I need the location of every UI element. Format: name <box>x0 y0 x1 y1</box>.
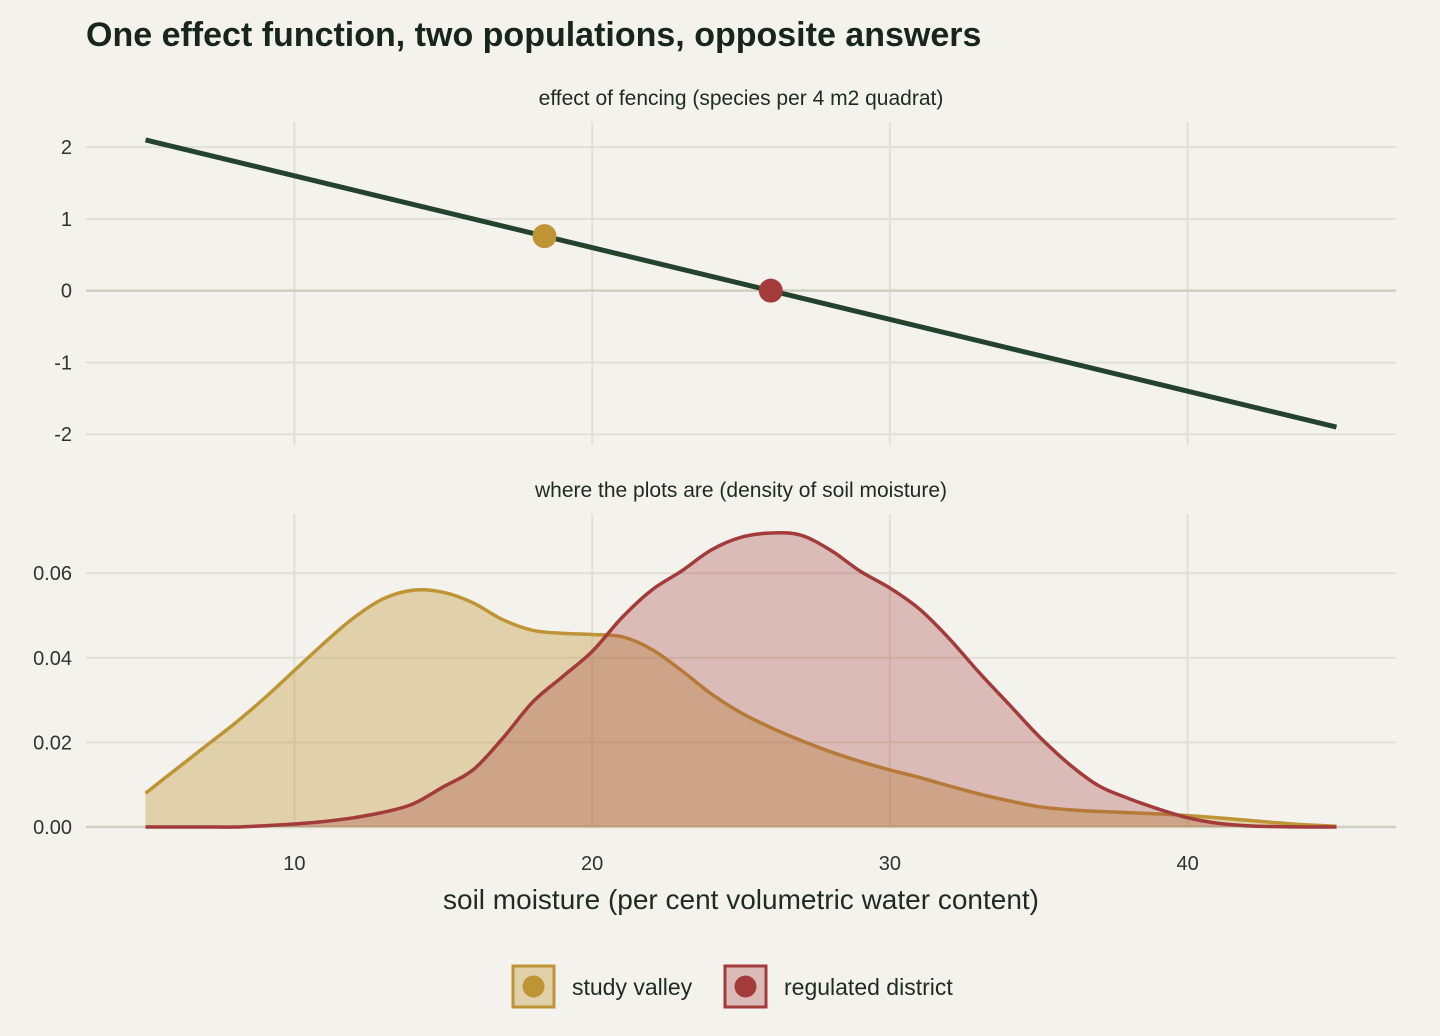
effect-panel: effect of fencing (species per 4 m2 quad… <box>54 87 1396 446</box>
legend-item-study-valley: study valley <box>511 964 693 1009</box>
x-axis-label: soil moisture (per cent volumetric water… <box>443 884 1039 915</box>
x-tick-label: 10 <box>283 853 305 875</box>
density-y-tick-label: 0.02 <box>33 732 72 754</box>
density-y-tick-label: 0.04 <box>33 648 72 670</box>
x-tick-label: 30 <box>879 853 901 875</box>
x-axis-ticks: 10 20 30 40 <box>283 853 1198 875</box>
effect-panel-marks <box>144 137 1338 430</box>
density-y-tick-label: 0.06 <box>33 563 72 585</box>
effect-panel-y-ticks: 2 1 0 -1 -2 <box>54 137 72 446</box>
x-tick-label: 40 <box>1176 853 1198 875</box>
density-curve-regulated-district <box>145 531 1337 829</box>
effect-y-tick-label: -2 <box>54 424 72 446</box>
legend-item-regulated-district: regulated district <box>723 964 953 1009</box>
effect-panel-title: effect of fencing (species per 4 m2 quad… <box>539 87 944 110</box>
density-curve-study-valley <box>144 587 1337 828</box>
density-panel-grid <box>86 514 1396 829</box>
legend-label-study-valley: study valley <box>572 974 693 1000</box>
density-panel: where the plots are (density of soil moi… <box>33 479 1396 839</box>
density-area-study-valley <box>145 589 1337 827</box>
effect-line <box>144 137 1338 430</box>
effect-y-tick-label: 1 <box>61 209 72 231</box>
chart-title: One effect function, two populations, op… <box>86 16 981 54</box>
density-panel-y-ticks: 0.00 0.02 0.04 0.06 <box>33 563 72 839</box>
density-panel-marks <box>144 531 1337 829</box>
effect-point-regulated-district <box>758 278 783 303</box>
density-area-regulated-district <box>145 532 1337 828</box>
effect-panel-grid <box>86 122 1396 445</box>
legend-label-regulated-district: regulated district <box>784 974 953 1000</box>
density-y-tick-label: 0.00 <box>33 817 72 839</box>
x-tick-label: 20 <box>581 853 603 875</box>
effect-point-study-valley <box>532 224 557 249</box>
effect-y-tick-label: 0 <box>61 281 72 303</box>
legend: study valley regulated district <box>511 964 953 1009</box>
effect-y-tick-label: -1 <box>54 352 72 374</box>
density-panel-title: where the plots are (density of soil moi… <box>534 479 947 502</box>
legend-dot-study-valley <box>522 975 545 998</box>
legend-dot-regulated-district <box>734 975 757 998</box>
effect-y-tick-label: 2 <box>61 137 72 159</box>
